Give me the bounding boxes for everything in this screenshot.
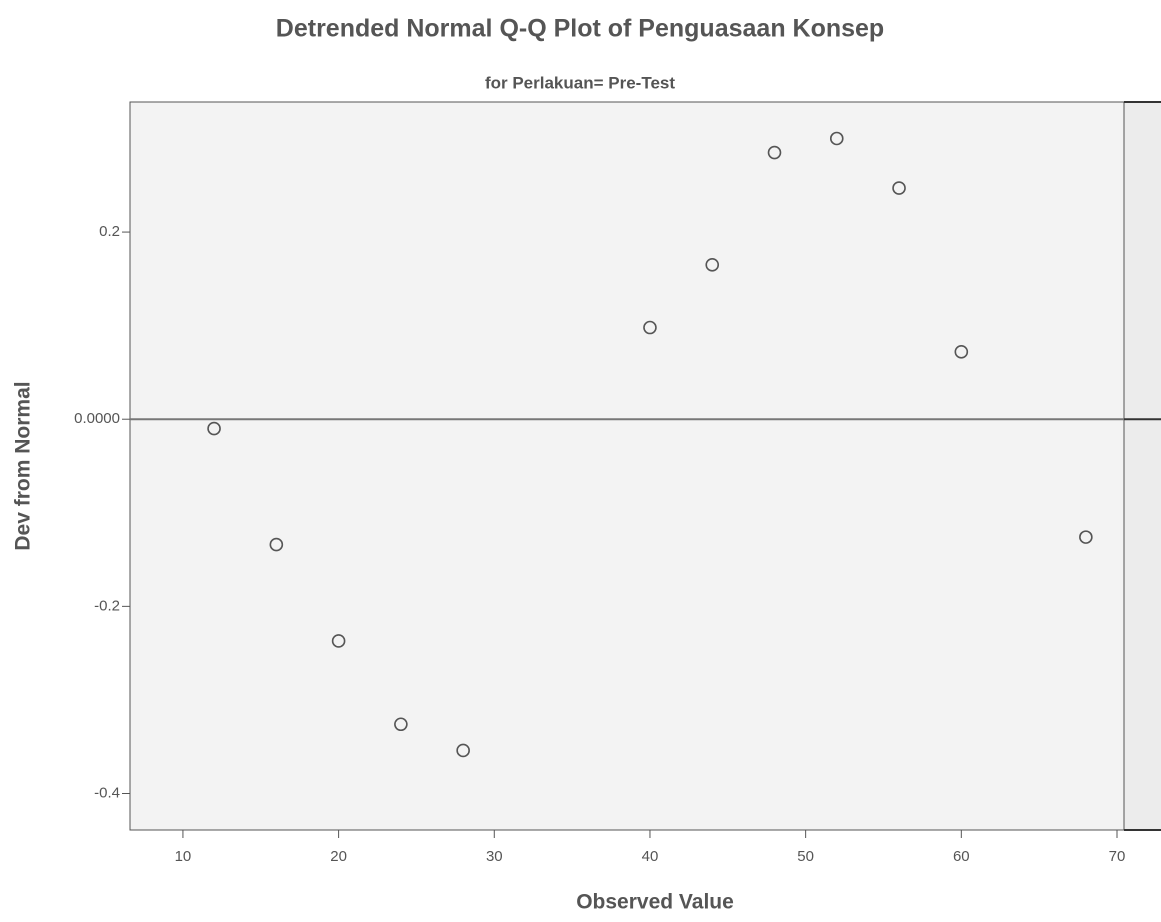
x-axis-label: Observed Value: [576, 891, 734, 914]
side-panel: [1124, 102, 1161, 830]
plot-area: [130, 102, 1124, 830]
x-tick-label: 70: [1109, 848, 1126, 865]
x-tick-label: 40: [642, 848, 659, 865]
y-tick-label: 0.0000: [74, 410, 120, 427]
chart-title: Detrended Normal Q-Q Plot of Penguasaan …: [276, 15, 884, 43]
y-tick-label: 0.2: [99, 223, 120, 240]
y-tick-label: -0.4: [94, 784, 120, 801]
y-tick-label: -0.2: [94, 597, 120, 614]
y-axis-label: Dev from Normal: [12, 381, 35, 550]
x-tick-label: 60: [953, 848, 970, 865]
x-tick-label: 30: [486, 848, 503, 865]
x-tick-label: 10: [175, 848, 192, 865]
x-tick-label: 50: [797, 848, 814, 865]
chart-subtitle: for Perlakuan= Pre-Test: [485, 73, 675, 92]
x-tick-label: 20: [330, 848, 347, 865]
chart: Detrended Normal Q-Q Plot of Penguasaan …: [0, 0, 1161, 917]
